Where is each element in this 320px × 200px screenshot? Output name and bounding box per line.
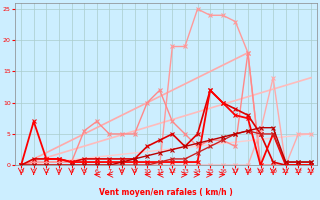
X-axis label: Vent moyen/en rafales ( km/h ): Vent moyen/en rafales ( km/h ) — [99, 188, 233, 197]
